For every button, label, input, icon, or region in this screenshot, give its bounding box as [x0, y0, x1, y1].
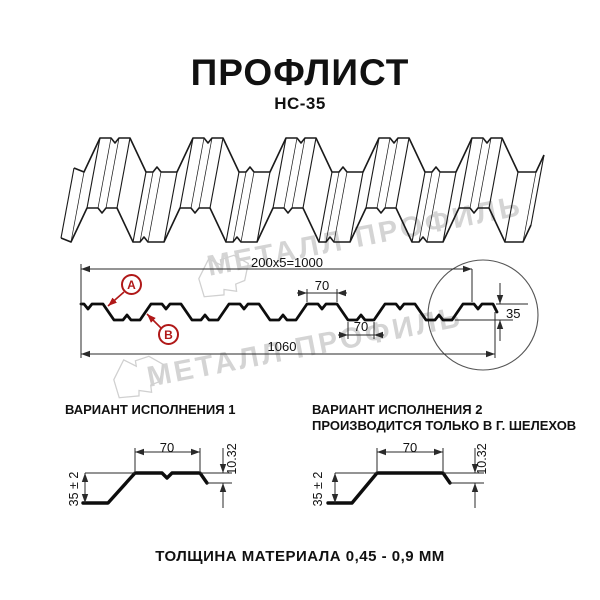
- profile-outline: [79, 302, 499, 322]
- variant2-drawing: [326, 448, 484, 508]
- variant2-heading: ВАРИАНТ ИСПОЛНЕНИЯ 2 ПРОИЗВОДИТСЯ ТОЛЬКО…: [312, 402, 576, 434]
- variant2-dimension-lines: [334, 448, 484, 508]
- variant1-dim-height-label: 35 ± 2: [67, 471, 81, 507]
- variant1-dim-lip-label: 10.32: [225, 443, 239, 475]
- dim-valley-width-label: 70: [353, 319, 369, 334]
- variant2-profile-outline: [326, 471, 452, 505]
- dim-crest-width-label: 70: [314, 278, 330, 293]
- variant2-heading-line2: ПРОИЗВОДИТСЯ ТОЛЬКО В Г. ШЕЛЕХОВ: [312, 418, 577, 433]
- variant2-dim-top-label: 70: [402, 440, 418, 455]
- metall-profil-cloud-logo-icon: [113, 355, 165, 399]
- marker-b-badge: В: [158, 324, 179, 345]
- variant2-arrowheads: [331, 448, 479, 503]
- dimension-arrowheads: [81, 265, 504, 358]
- metall-profil-cloud-logo-icon: [198, 254, 250, 298]
- dim-overall-width-label: 1060: [267, 339, 297, 354]
- cross-section-drawing: [79, 259, 539, 371]
- page-title: ПРОФЛИСТ: [190, 52, 410, 93]
- variant2-dim-lip-label: 10.32: [475, 443, 489, 475]
- variant2-dim-height-label: 35 ± 2: [311, 471, 325, 507]
- variant1-profile-outline: [81, 471, 209, 505]
- variant1-heading: ВАРИАНТ ИСПОЛНЕНИЯ 1: [65, 402, 236, 417]
- dim-height-label: 35: [506, 306, 521, 321]
- variant1-arrowheads: [81, 448, 227, 503]
- variant1-dim-top-label: 70: [159, 440, 175, 455]
- detail-magnifier-circle: [427, 259, 539, 371]
- dimension-lines: [80, 264, 528, 358]
- sheet-3d-drawing: [60, 137, 545, 243]
- marker-leader-lines: [107, 291, 162, 329]
- variant1-dimension-lines: [84, 448, 232, 508]
- profile-code: НС-35: [274, 94, 326, 113]
- dim-total-top-label: 200x5=1000: [251, 255, 323, 270]
- material-thickness-note: ТОЛЩИНА МАТЕРИАЛА 0,45 - 0,9 ММ: [155, 548, 445, 565]
- variant1-drawing: [81, 448, 232, 508]
- variant2-heading-line1: ВАРИАНТ ИСПОЛНЕНИЯ 2: [312, 402, 483, 417]
- marker-a-badge: А: [121, 274, 142, 295]
